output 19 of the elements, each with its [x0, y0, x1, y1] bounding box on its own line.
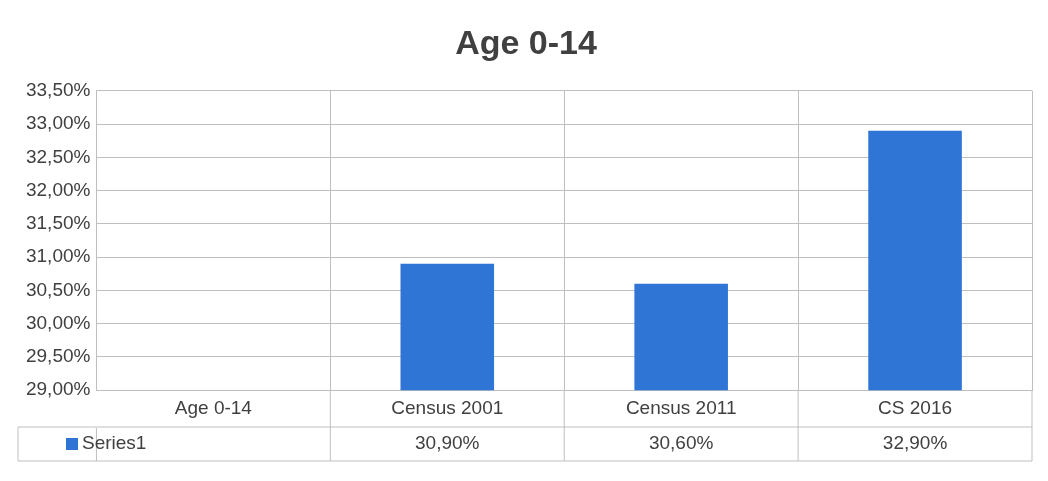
y-tick-label: 30,50% [25, 278, 91, 300]
y-tick-label: 32,00% [25, 178, 91, 200]
y-tick-label: 31,50% [25, 212, 91, 234]
y-tick-label: 31,00% [25, 245, 91, 267]
legend-label: Series1 [82, 432, 147, 454]
y-tick-label: 30,00% [25, 311, 91, 333]
y-tick-label: 29,00% [25, 378, 91, 400]
chart-title: Age 0-14 [455, 22, 597, 61]
data-label: 32,90% [882, 432, 948, 454]
x-tick-label: Census 2011 [625, 396, 737, 418]
x-tick-label: Age 0-14 [174, 396, 253, 418]
y-tick-label: 33,00% [25, 112, 91, 134]
y-tick-label: 33,50% [25, 79, 91, 101]
data-label: 30,60% [648, 432, 714, 454]
y-tick-label: 29,50% [25, 345, 91, 367]
data-label: 30,90% [415, 432, 480, 454]
y-tick-label: 32,50% [25, 145, 91, 167]
x-tick-label: Census 2001 [391, 396, 504, 418]
x-tick-label: CS 2016 [878, 396, 953, 418]
